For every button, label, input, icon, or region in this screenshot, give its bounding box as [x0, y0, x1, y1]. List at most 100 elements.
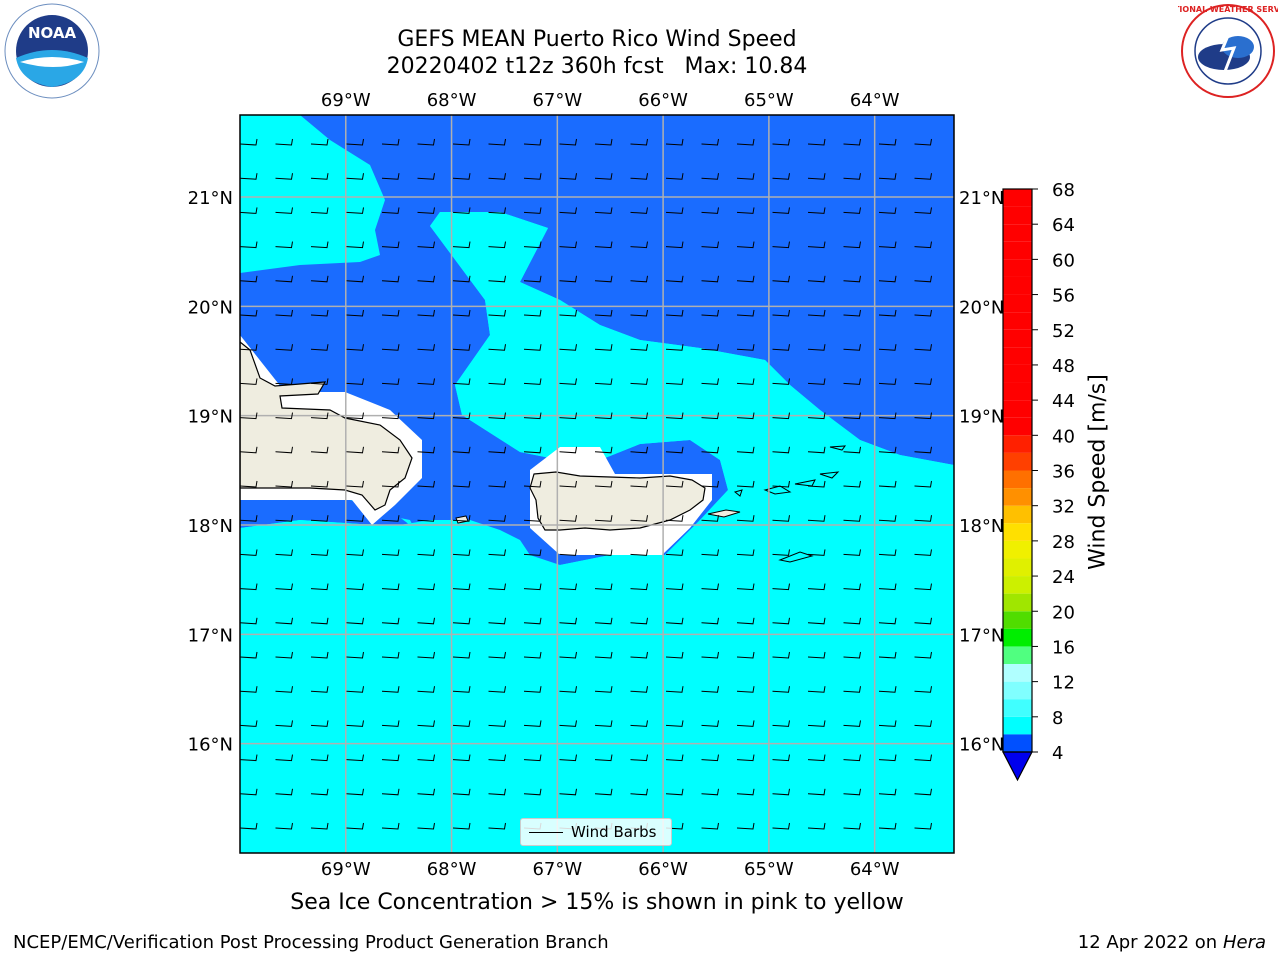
colorbar-segment	[1003, 523, 1032, 541]
wind-barb	[772, 412, 790, 420]
wind-barb	[275, 207, 293, 214]
wind-band-8-12-mid	[240, 212, 954, 853]
wind-barb	[346, 446, 364, 454]
wind-barb	[701, 138, 719, 146]
wind-barb	[665, 515, 684, 522]
lat-label-right: 19°N	[959, 407, 1004, 428]
wind-barb	[488, 344, 506, 351]
wind-barb	[736, 207, 755, 214]
wind-barb	[736, 617, 755, 625]
wind-barb	[772, 515, 790, 522]
wind-barb	[772, 138, 790, 146]
wind-barb	[488, 138, 506, 146]
wind-barb	[523, 583, 542, 591]
wind-barb	[452, 344, 471, 351]
wind-barb	[736, 173, 755, 180]
wind-barb	[452, 446, 471, 454]
wind-barb	[665, 549, 684, 556]
wind-barb	[488, 412, 506, 420]
wind-barb	[559, 446, 577, 454]
colorbar-segment	[1003, 681, 1032, 700]
wind-barb	[878, 138, 897, 146]
wind-barb	[843, 378, 861, 385]
wind-barb	[346, 788, 364, 796]
wind-barb	[630, 309, 648, 317]
wind-barb	[452, 207, 471, 214]
wind-barb	[736, 686, 755, 693]
wind-barb	[878, 241, 897, 249]
wind-barb	[240, 549, 258, 556]
wind-barb	[310, 549, 329, 556]
wind-barb	[275, 583, 293, 591]
wind-barb	[736, 651, 755, 659]
wind-barb	[736, 309, 755, 317]
wind-barb	[736, 822, 755, 830]
lat-label-right: 16°N	[959, 735, 1004, 756]
wind-barb	[807, 788, 826, 796]
wind-barb	[630, 754, 648, 762]
wind-barb	[381, 207, 400, 214]
wind-barb	[275, 788, 293, 796]
wind-barb	[878, 788, 897, 796]
wind-barb	[346, 378, 364, 385]
wind-barb	[807, 754, 826, 762]
wind-barb	[523, 549, 542, 556]
lat-label-right: 17°N	[959, 625, 1004, 646]
wind-barb	[594, 549, 613, 556]
wind-barb	[878, 378, 897, 385]
wind-barb	[452, 549, 471, 556]
colorbar-segment	[1003, 382, 1032, 401]
wind-barb	[240, 686, 258, 693]
lon-label-top: 65°W	[744, 90, 794, 111]
wind-barb	[523, 754, 542, 762]
wind-barb	[878, 583, 897, 591]
wind-barb	[630, 515, 648, 522]
wind-barb	[701, 583, 719, 591]
wind-barb	[736, 412, 755, 420]
map-frame	[239, 114, 955, 854]
lon-label-top: 67°W	[532, 90, 582, 111]
wind-barb	[452, 720, 471, 727]
colorbar-tick-label: 24	[1052, 567, 1075, 588]
wind-barb	[417, 822, 435, 830]
colorbar-extend-arrow	[1002, 751, 1033, 782]
wind-barb	[594, 378, 613, 385]
colorbar-segment	[1003, 417, 1032, 436]
wind-barb	[417, 480, 435, 488]
wind-barb	[878, 446, 897, 454]
wind-barb	[275, 309, 293, 317]
wind-barb	[914, 583, 932, 591]
lon-label-bottom: 64°W	[850, 859, 900, 880]
wind-barb	[630, 446, 648, 454]
wind-barb	[417, 515, 435, 522]
wind-barb	[665, 378, 684, 385]
wind-barb	[843, 754, 861, 762]
wind-barb	[523, 275, 542, 283]
colorbar-tick-label: 20	[1052, 602, 1075, 623]
wind-barb	[417, 686, 435, 693]
wind-barb	[665, 241, 684, 249]
wind-barb	[843, 583, 861, 591]
lon-label-bottom: 67°W	[532, 859, 582, 880]
wind-barb	[381, 446, 400, 454]
wind-barb	[452, 651, 471, 659]
wind-barb	[878, 549, 897, 556]
wind-barb	[807, 446, 826, 454]
colorbar-tick-label: 16	[1052, 637, 1075, 658]
wind-barb	[701, 515, 719, 522]
wind-barb	[736, 344, 755, 351]
wind-barb	[772, 173, 790, 180]
wind-barb	[488, 275, 506, 283]
wind-barb	[736, 754, 755, 762]
wind-barb	[630, 275, 648, 283]
wind-barb	[630, 344, 648, 351]
lon-label-top: 64°W	[850, 90, 900, 111]
wind-barb	[452, 275, 471, 283]
wind-barb	[843, 549, 861, 556]
wind-barb	[914, 412, 932, 420]
wind-barb	[701, 754, 719, 762]
wind-barb	[310, 241, 329, 249]
wind-barb	[488, 788, 506, 796]
wind-barb	[878, 822, 897, 830]
wind-barb	[665, 480, 684, 488]
